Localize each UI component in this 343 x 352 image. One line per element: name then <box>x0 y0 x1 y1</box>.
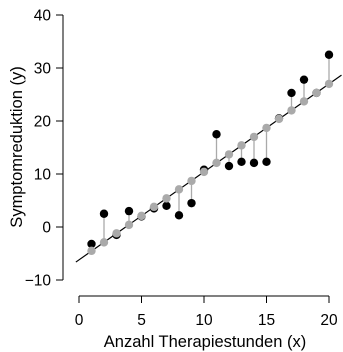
predicted-point <box>299 97 309 106</box>
x-tick-label: 15 <box>258 312 275 329</box>
predicted-point <box>124 220 134 230</box>
observed-point <box>299 75 309 84</box>
y-tick-label: 30 <box>34 61 52 78</box>
regression-line <box>75 74 342 263</box>
x-tick-label: 20 <box>320 312 338 329</box>
predicted-points <box>87 79 334 256</box>
predicted-point <box>187 176 196 186</box>
observed-point <box>324 50 334 59</box>
predicted-point <box>287 106 296 115</box>
predicted-point <box>312 88 321 98</box>
plot-area <box>62 15 329 297</box>
observed-point <box>237 157 246 167</box>
x-tick-label: 0 <box>75 312 84 329</box>
observed-point <box>212 130 221 139</box>
y-tick-label: 0 <box>42 220 51 237</box>
predicted-point <box>137 211 146 221</box>
predicted-point <box>274 114 284 124</box>
predicted-point <box>199 167 209 177</box>
observed-point <box>87 239 96 249</box>
y-tick-label: −10 <box>25 273 52 290</box>
y-tick-label: 10 <box>34 167 52 184</box>
predicted-point <box>162 194 171 203</box>
observed-point <box>249 158 259 168</box>
x-axis-ticks: 0 5 10 15 20 <box>75 296 338 329</box>
predicted-point <box>174 185 184 194</box>
observed-point <box>187 198 196 208</box>
y-tick-label: 40 <box>34 8 52 25</box>
observed-point <box>174 211 184 220</box>
observed-point <box>224 161 234 171</box>
y-axis-label: Symptomreduktion (y) <box>8 66 26 227</box>
observed-point <box>124 206 134 216</box>
predicted-point <box>149 202 159 212</box>
observed-point <box>99 209 109 218</box>
predicted-point <box>324 79 334 89</box>
predicted-point <box>99 238 109 247</box>
predicted-point <box>224 150 234 159</box>
predicted-point <box>262 123 271 133</box>
observed-point <box>287 88 296 98</box>
predicted-point <box>112 229 121 238</box>
predicted-point <box>212 158 221 168</box>
predicted-point <box>237 141 246 150</box>
x-tick-label: 5 <box>137 312 146 329</box>
predicted-point <box>87 246 96 256</box>
x-tick-label: 10 <box>195 312 213 329</box>
y-tick-label: 20 <box>34 114 52 131</box>
observed-point <box>262 157 271 167</box>
predicted-point <box>249 132 259 142</box>
observed-point <box>162 201 171 210</box>
x-axis-label: Anzahl Therapiestunden (x) <box>104 333 306 351</box>
y-axis-ticks: −10 0 10 20 30 40 <box>25 8 63 290</box>
observed-points <box>87 50 334 249</box>
